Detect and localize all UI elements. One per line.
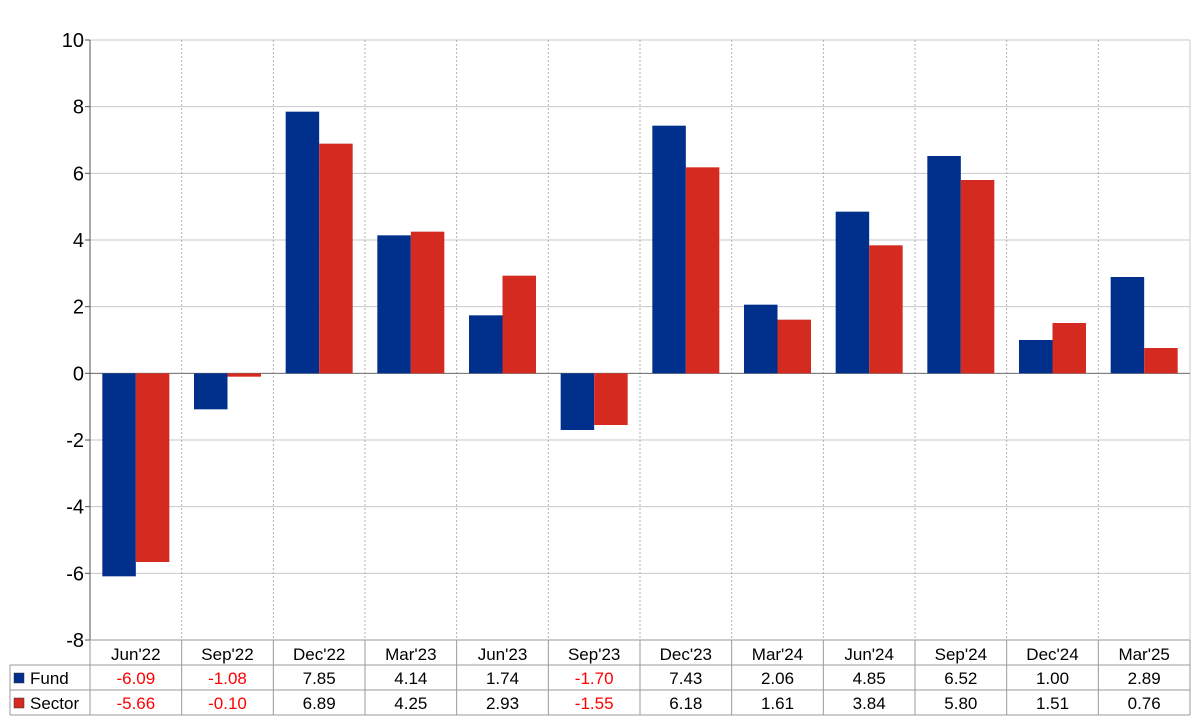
data-label-fund: 7.43 xyxy=(669,669,702,688)
x-tick-label: Mar'24 xyxy=(752,645,803,664)
x-tick-label: Jun'23 xyxy=(478,645,528,664)
bar-sector xyxy=(410,231,445,374)
bar-sector xyxy=(502,275,536,374)
data-label-fund: 4.14 xyxy=(394,669,427,688)
x-tick-label: Mar'25 xyxy=(1118,645,1169,664)
legend-swatch-fund xyxy=(13,672,25,684)
y-tick-label: 10 xyxy=(62,30,84,52)
data-label-fund: 2.06 xyxy=(761,669,794,688)
bar-sector xyxy=(319,143,353,374)
data-label-fund: -6.09 xyxy=(116,669,155,688)
bar-fund xyxy=(1019,340,1053,374)
data-label-fund: -1.08 xyxy=(208,669,247,688)
data-label-sector: 6.89 xyxy=(303,694,336,713)
bar-fund xyxy=(377,235,411,374)
data-label-sector: 3.84 xyxy=(853,694,886,713)
data-label-sector: 4.25 xyxy=(394,694,427,713)
x-tick-label: Mar'23 xyxy=(385,645,436,664)
x-tick-label: Dec'23 xyxy=(660,645,712,664)
data-label-fund: 7.85 xyxy=(303,669,336,688)
y-tick-label: 8 xyxy=(73,97,84,119)
x-tick-label: Dec'22 xyxy=(293,645,345,664)
y-tick-label: 2 xyxy=(73,297,84,319)
bar-fund xyxy=(1110,277,1145,374)
bar-fund xyxy=(835,211,870,374)
data-label-fund: 1.74 xyxy=(486,669,519,688)
data-label-sector: 0.76 xyxy=(1128,694,1161,713)
data-label-sector: 1.61 xyxy=(761,694,794,713)
bar-sector xyxy=(1144,348,1178,374)
bar-fund xyxy=(285,111,320,374)
bar-sector xyxy=(135,373,170,562)
y-tick-label: 0 xyxy=(73,363,84,385)
bar-sector xyxy=(227,373,261,377)
data-label-sector: 5.80 xyxy=(944,694,977,713)
data-label-sector: -0.10 xyxy=(208,694,247,713)
bar-sector xyxy=(960,180,995,374)
bar-fund xyxy=(194,373,228,410)
data-label-fund: 6.52 xyxy=(944,669,977,688)
bar-fund xyxy=(469,315,503,374)
y-tick-label: -2 xyxy=(66,430,84,452)
data-label-fund: 1.00 xyxy=(1036,669,1069,688)
data-label-sector: -1.55 xyxy=(575,694,614,713)
grid-lines xyxy=(90,39,1191,641)
bar-sector xyxy=(777,319,811,374)
data-label-sector: -5.66 xyxy=(116,694,155,713)
bar-sector xyxy=(1052,323,1086,374)
data-table: Jun'22 Sep'22 Dec'22 Mar'23 Jun'23 Sep'23 Dec'… xyxy=(9,639,1191,716)
y-tick-label: -4 xyxy=(66,497,84,519)
data-label-sector: 1.51 xyxy=(1036,694,1069,713)
x-tick-label: Sep'23 xyxy=(568,645,620,664)
x-tick-label: Sep'24 xyxy=(935,645,987,664)
bar-fund xyxy=(102,373,136,577)
data-label-fund: 4.85 xyxy=(853,669,886,688)
bar-fund xyxy=(652,125,686,374)
y-tick-label: -6 xyxy=(66,563,84,585)
bar-sector xyxy=(685,167,720,374)
x-tick-label: Dec'24 xyxy=(1026,645,1078,664)
y-tick-label: -8 xyxy=(66,630,84,652)
legend-label-fund: Fund xyxy=(30,669,69,688)
y-tick-label: 4 xyxy=(73,230,84,252)
y-axis: -8 -6 -4 -2 0 2 4 6 8 10 xyxy=(62,30,91,652)
data-label-fund: 2.89 xyxy=(1128,669,1161,688)
legend-swatch-sector xyxy=(13,697,25,709)
bar-fund xyxy=(927,156,961,374)
data-label-fund: -1.70 xyxy=(575,669,614,688)
data-label-sector: 2.93 xyxy=(486,694,519,713)
x-tick-label: Sep'22 xyxy=(201,645,253,664)
x-tick-label: Jun'24 xyxy=(844,645,894,664)
bar-sector xyxy=(869,245,903,374)
x-tick-label: Jun'22 xyxy=(111,645,161,664)
legend-label-sector: Sector xyxy=(30,694,79,713)
bar-sector xyxy=(594,373,628,425)
y-tick-label: 6 xyxy=(73,163,84,185)
bar-fund xyxy=(560,373,595,430)
bar-fund xyxy=(744,304,778,374)
data-label-sector: 6.18 xyxy=(669,694,702,713)
bars xyxy=(102,111,1178,577)
